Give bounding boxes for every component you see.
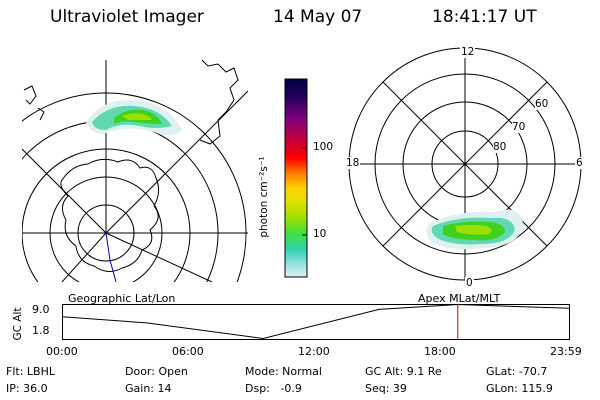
aurora-emission: [86, 99, 182, 136]
date-label: 14 May 07: [273, 7, 363, 27]
coastline: [60, 158, 160, 272]
aurora-emission-apex: [426, 209, 523, 250]
filter-status: Flt: LBHL: [6, 365, 55, 378]
seq-status: Seq: 39: [365, 382, 407, 395]
mlat-label-70: 70: [512, 121, 526, 133]
mode-status: Mode: Normal: [245, 365, 322, 378]
time-tick-3: 18:00: [424, 345, 456, 358]
gc-alt-status: GC Alt: 9.1 Re: [365, 365, 442, 378]
alt-min-label: 1.8: [32, 324, 50, 337]
lon-line: [105, 232, 213, 282]
gc-alt-timeline: [62, 304, 570, 340]
satellite-track: [105, 232, 117, 282]
colorbar-unit-label: photon cm⁻²s⁻¹: [258, 156, 270, 238]
coastline: [199, 60, 239, 145]
gain-status: Gain: 14: [125, 382, 172, 395]
coastline: [23, 85, 37, 105]
lat-circle: [22, 120, 219, 282]
colorbar: [284, 78, 308, 278]
mlt-label-12: 12: [460, 46, 476, 58]
geographic-label: Geographic Lat/Lon: [68, 292, 176, 305]
time-tick-0: 00:00: [46, 345, 78, 358]
apex-polar-plot: [348, 47, 582, 281]
door-status: Door: Open: [125, 365, 188, 378]
time-tick-2: 12:00: [298, 345, 330, 358]
app-title: Ultraviolet Imager: [50, 7, 204, 27]
gc-alt-axis-label: GC Alt: [12, 307, 24, 341]
time-tick-1: 06:00: [172, 345, 204, 358]
gc-alt-series: [62, 304, 570, 340]
colorbar-tick-100: 100: [313, 141, 334, 153]
mlt-label-6: 6: [575, 157, 584, 169]
lon-line: [105, 90, 248, 234]
dsp-status: Dsp: -0.9: [245, 382, 302, 395]
colorbar-tick-10: 10: [313, 228, 327, 240]
glat-status: GLat: -70.7: [486, 365, 548, 378]
alt-max-label: 9.0: [32, 303, 50, 316]
glon-status: GLon: 115.9: [486, 382, 553, 395]
mlt-label-0: 0: [465, 277, 474, 289]
apex-label: Apex MLat/MLT: [418, 292, 501, 305]
geographic-map-panel: [22, 60, 248, 282]
mlat-label-60: 60: [535, 98, 549, 110]
lon-line: [61, 232, 107, 282]
mlt-line: [382, 81, 548, 247]
mlt-label-18: 18: [345, 157, 361, 169]
timeline-frame: [62, 304, 570, 340]
coastline: [37, 107, 45, 121]
time-tick-4: 23:59: [550, 345, 582, 358]
time-label: 18:41:17 UT: [432, 7, 537, 27]
ip-status: IP: 36.0: [6, 382, 48, 395]
mlat-label-80: 80: [493, 141, 507, 153]
